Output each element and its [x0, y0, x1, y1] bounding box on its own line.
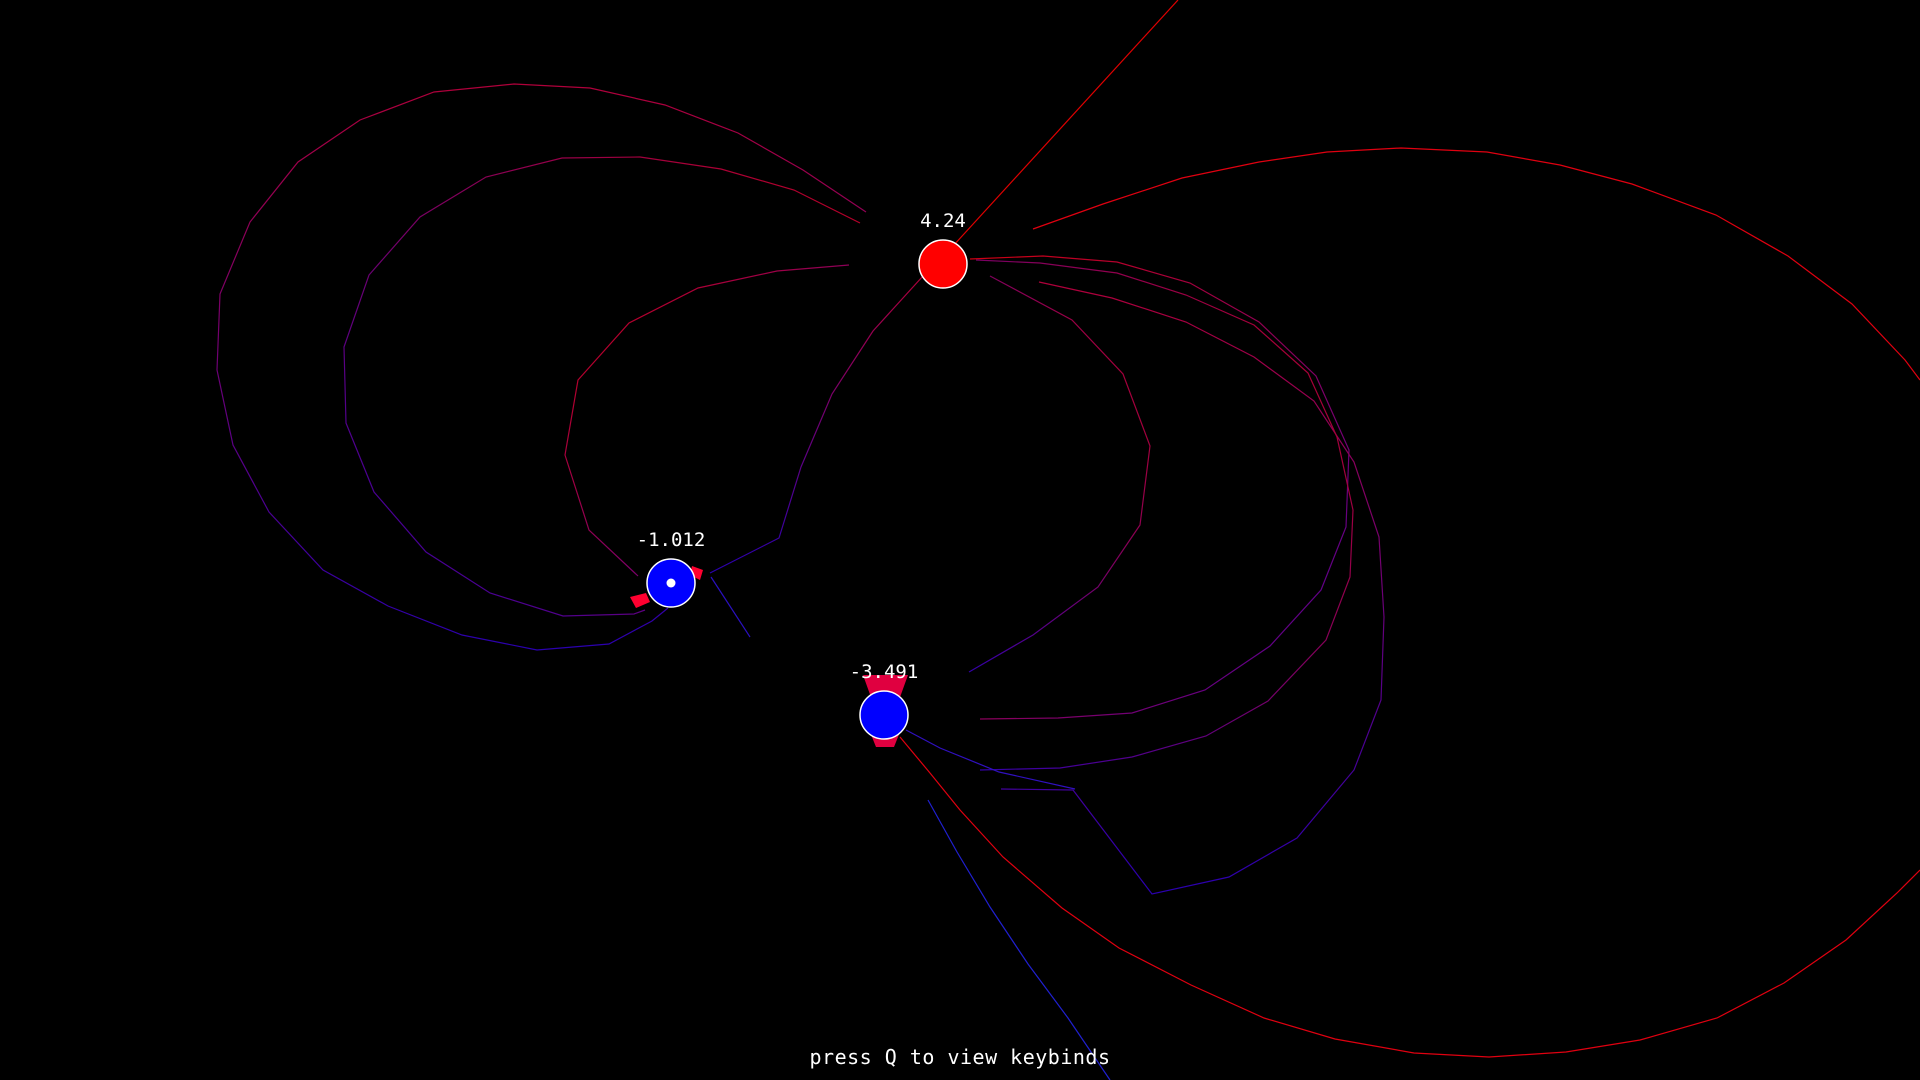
charge-negative-a[interactable]: -1.012: [637, 529, 706, 608]
keybinds-hint: press Q to view keybinds: [809, 1045, 1111, 1069]
charge-body[interactable]: [918, 239, 968, 289]
field-line: [709, 275, 924, 574]
charge-label: 4.24: [920, 210, 966, 232]
charge-label: -3.491: [850, 661, 919, 683]
field-line: [710, 576, 751, 638]
field-line: [952, 0, 1179, 247]
charge-negative-b[interactable]: -3.491: [850, 661, 919, 740]
field-line: [969, 255, 1350, 720]
charge-label: -1.012: [637, 529, 706, 551]
field-line: [216, 83, 867, 651]
field-line: [968, 275, 1151, 673]
field-line: [343, 156, 861, 617]
selected-indicator: [666, 578, 676, 588]
field-line: [564, 264, 850, 577]
field-line: [905, 729, 1076, 790]
charge-positive[interactable]: 4.24: [918, 210, 968, 289]
field-line: [899, 736, 1920, 1058]
field-line: [1000, 281, 1385, 895]
field-line: [975, 259, 1354, 771]
field-line: [927, 799, 1111, 1080]
field-arrows: [630, 566, 703, 608]
field-line: [1032, 147, 1920, 381]
charge-body[interactable]: [859, 690, 909, 740]
